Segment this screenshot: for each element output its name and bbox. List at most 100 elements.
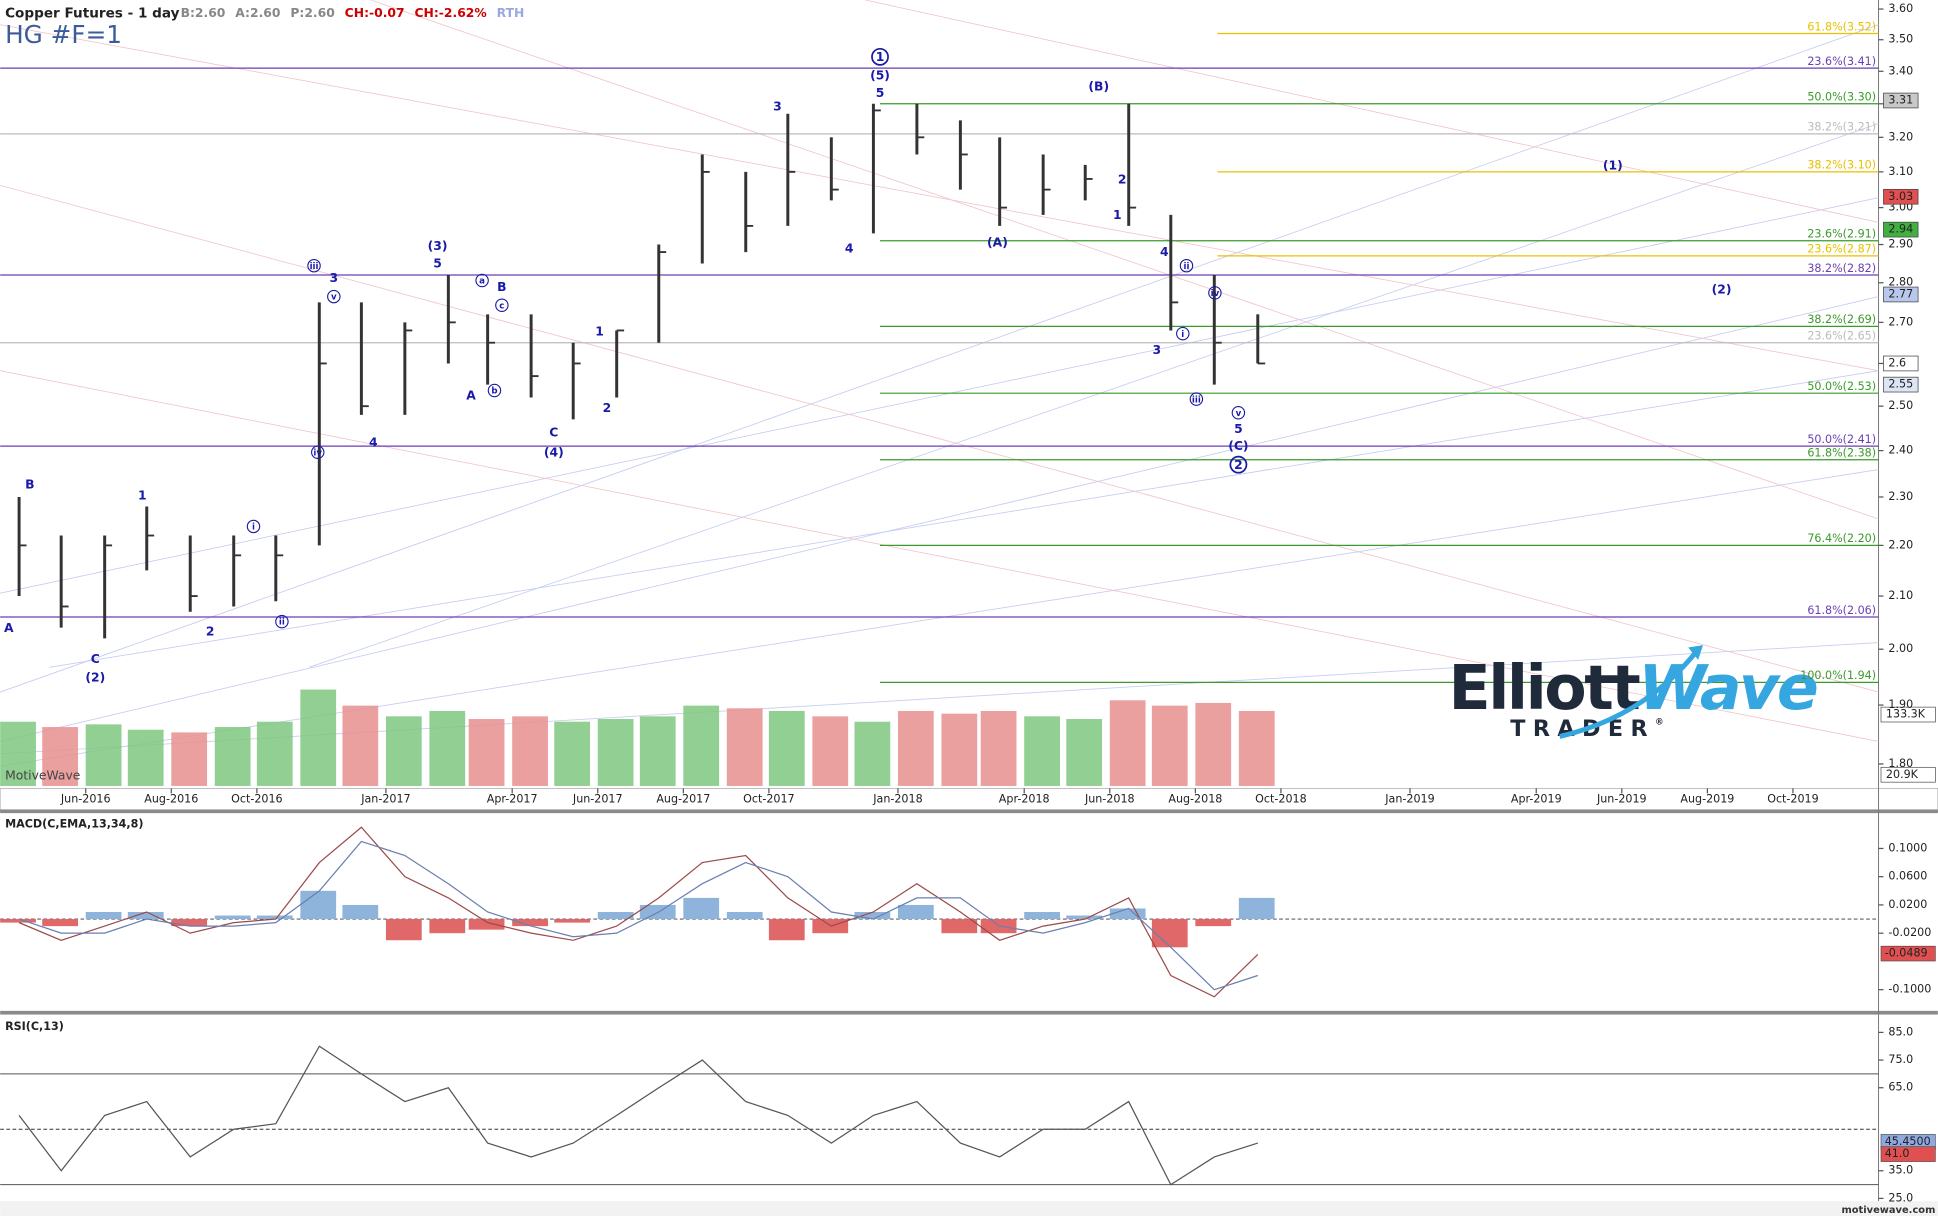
wave-label: 5 xyxy=(876,86,885,100)
trend-line xyxy=(0,197,1879,594)
x-tick-label: Oct-2017 xyxy=(743,793,794,806)
histogram-bar xyxy=(1024,912,1060,920)
fib-label: 50.0%(2.53) xyxy=(1807,380,1876,393)
volume-bar xyxy=(554,721,591,786)
x-tick-label: Jun-2019 xyxy=(1596,793,1647,806)
fib-label: 38.2%(2.82) xyxy=(1807,262,1876,275)
wave-label: (2) xyxy=(1712,282,1732,296)
fib-label: 50.0%(3.30) xyxy=(1807,91,1876,104)
wave-circle xyxy=(307,258,321,273)
histogram-bar xyxy=(256,915,293,920)
price-tag-label: 3.03 xyxy=(1888,190,1913,203)
logo: ElliottWave xyxy=(1448,652,1816,724)
indicator-line xyxy=(18,826,1259,998)
wave-circle xyxy=(1176,326,1190,341)
volume-bar xyxy=(214,727,251,786)
y-tick-label: 3.60 xyxy=(1888,2,1913,15)
x-tick-label: Oct-2018 xyxy=(1255,793,1307,806)
y-tick-label: 3.40 xyxy=(1888,64,1913,77)
price-tag xyxy=(1883,221,1919,238)
logo-word: Wave xyxy=(1638,652,1816,724)
x-tick-label: Aug-2017 xyxy=(656,793,710,806)
wave-circle xyxy=(475,273,489,288)
trend-line xyxy=(0,184,1879,693)
volume-bar xyxy=(0,721,36,786)
y-tick-label: 2.40 xyxy=(1888,444,1913,457)
wave-label: 2 xyxy=(206,625,215,639)
value-tag-label: 45.4500 xyxy=(1885,1135,1931,1148)
wave-label: 4 xyxy=(369,436,378,450)
wave-label: iii xyxy=(310,262,319,272)
volume-bar xyxy=(639,716,676,786)
wave-label: v xyxy=(331,293,337,303)
x-tick-label: Jan-2017 xyxy=(360,793,410,806)
chart-title: Copper Futures - 1 day xyxy=(5,6,180,22)
x-axis-strip xyxy=(0,788,1938,813)
fib-label: 61.8%(2.38) xyxy=(1807,447,1876,460)
wave-label: 1 xyxy=(138,489,147,503)
x-tick-label: Aug-2019 xyxy=(1680,793,1734,806)
price-tag-label: 3.31 xyxy=(1888,94,1913,107)
x-tick-label: Jan-2019 xyxy=(1384,793,1434,806)
y-tick-label: 2.50 xyxy=(1888,399,1913,412)
volume-bar xyxy=(85,724,122,786)
histogram-bar xyxy=(980,919,1017,934)
fib-label: 61.8%(2.06) xyxy=(1807,604,1876,617)
y-tick-label: 75.0 xyxy=(1888,1053,1913,1066)
price-tag-label: 2.55 xyxy=(1888,378,1913,391)
y-tick-label: -0.1000 xyxy=(1888,983,1931,996)
fib-label: 100.0%(1.94) xyxy=(1800,669,1876,682)
y-tick-label: 2.10 xyxy=(1888,589,1913,602)
y-tick-label: 25.0 xyxy=(1888,1191,1913,1204)
wave-label: i xyxy=(252,523,255,533)
logo-word: Elliott xyxy=(1448,652,1640,724)
histogram-bar xyxy=(1066,915,1103,920)
wave-label: a xyxy=(479,277,485,287)
wave-label: 1 xyxy=(1113,208,1122,222)
wave-label: B xyxy=(25,478,34,492)
logo-subtitle: TRADER® xyxy=(1510,716,1663,742)
wave-label: (B) xyxy=(1088,80,1109,94)
wave-label: (1) xyxy=(1603,159,1623,173)
wave-circle xyxy=(1189,392,1204,406)
fib-label: 23.6%(2.87) xyxy=(1807,243,1876,256)
y-tick-label: 1.90 xyxy=(1888,698,1913,711)
y-tick-label: 85.0 xyxy=(1888,1025,1913,1038)
histogram-bar xyxy=(385,919,422,941)
volume-bar xyxy=(812,716,849,786)
logo-mark: ® xyxy=(1655,717,1664,727)
volume-bar xyxy=(256,721,293,786)
price-tag xyxy=(1883,92,1919,109)
wave-label: 2 xyxy=(1234,458,1243,472)
x-tick-label: Oct-2016 xyxy=(231,793,283,806)
fib-label: 23.6%(3.41) xyxy=(1807,55,1876,68)
price-tag xyxy=(1883,188,1919,205)
volume-bar xyxy=(941,713,978,786)
wave-label: (2) xyxy=(85,670,105,684)
indicator-line xyxy=(18,840,1258,991)
y-tick-label: 3.10 xyxy=(1888,165,1913,178)
price-tag xyxy=(1883,355,1919,372)
quote: CH:-0.07 xyxy=(345,6,405,20)
wave-label: (C) xyxy=(1228,439,1248,453)
wave-label: (A) xyxy=(987,235,1008,249)
wave-label: 1 xyxy=(595,324,604,338)
histogram-bar xyxy=(85,912,122,920)
quote: CH:-2.62% xyxy=(414,6,486,20)
volume-bar xyxy=(127,729,164,786)
volume-bar xyxy=(512,716,548,786)
volume-bar xyxy=(597,719,634,786)
histogram-bar xyxy=(1151,919,1188,948)
y-tick-label: 35.0 xyxy=(1888,1164,1913,1177)
trend-line xyxy=(0,24,1879,372)
wave-label: 5 xyxy=(1234,422,1243,436)
panel-title: RSI(C,13) xyxy=(5,1020,64,1033)
y-tick-label: 0.0600 xyxy=(1888,870,1927,883)
y-tick-label: 0.1000 xyxy=(1888,841,1927,854)
histogram-bar xyxy=(429,919,466,934)
trend-line xyxy=(0,296,1879,742)
wave-label: iii xyxy=(1192,395,1201,405)
trend-line xyxy=(865,0,1879,223)
volume-bar xyxy=(468,719,505,786)
